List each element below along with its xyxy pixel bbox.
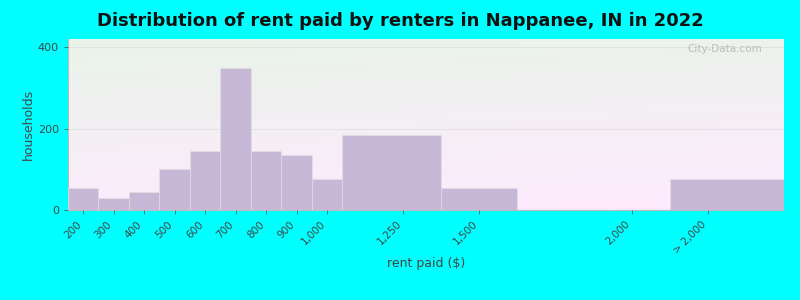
Bar [220,68,251,210]
Text: Distribution of rent paid by renters in Nappanee, IN in 2022: Distribution of rent paid by renters in … [97,12,703,30]
Bar [159,169,190,210]
Bar [670,179,784,210]
Bar [68,188,98,210]
X-axis label: rent paid ($): rent paid ($) [387,257,465,270]
Bar [251,151,282,210]
Text: City-Data.com: City-Data.com [688,44,762,54]
Bar [342,135,442,210]
Bar [190,151,220,210]
Bar [129,192,159,210]
Bar [282,155,312,210]
Bar [312,179,342,210]
Y-axis label: households: households [22,89,35,160]
Bar [442,188,518,210]
Bar [98,198,129,210]
